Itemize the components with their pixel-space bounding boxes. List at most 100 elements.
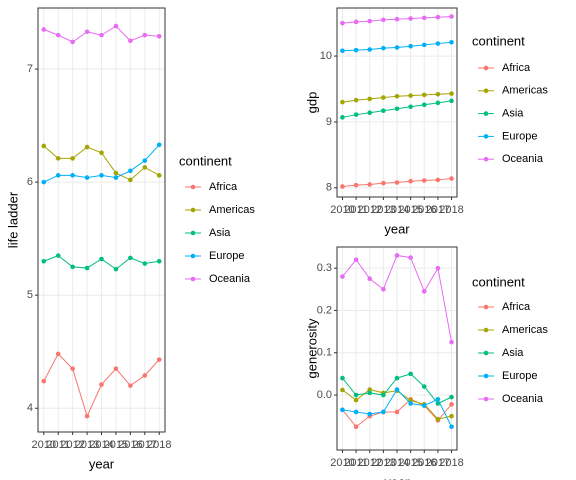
- point: [156, 142, 162, 148]
- point: [142, 165, 148, 170]
- point: [449, 14, 454, 19]
- point: [156, 33, 162, 39]
- legend-label: Americas: [209, 204, 255, 216]
- legend-title: continent: [472, 33, 525, 48]
- point: [70, 264, 75, 270]
- point: [113, 266, 119, 272]
- point: [381, 409, 386, 415]
- y-axis-label: life ladder: [5, 191, 20, 248]
- legend-key-point: [483, 65, 489, 71]
- legend-label: Africa: [209, 181, 238, 193]
- legend-key-point: [483, 111, 489, 116]
- point: [408, 16, 413, 21]
- point: [367, 276, 373, 282]
- point: [394, 253, 400, 258]
- x-tick-label: 2013: [75, 439, 99, 451]
- point: [340, 99, 345, 105]
- point: [421, 92, 427, 98]
- point: [113, 23, 119, 29]
- point: [449, 402, 454, 407]
- x-tick-label: 2011: [46, 439, 70, 451]
- y-tick-label: 7: [27, 63, 33, 75]
- x-tick-label: 2013: [371, 204, 395, 216]
- x-tick-label: 2015: [398, 204, 422, 216]
- point: [381, 95, 386, 100]
- point: [408, 104, 413, 110]
- point: [142, 261, 148, 266]
- point: [381, 286, 386, 292]
- x-tick-label: 2014: [385, 204, 409, 216]
- legend-key-point: [483, 134, 489, 139]
- point: [99, 382, 104, 387]
- legend-label: Africa: [502, 301, 531, 313]
- point: [99, 150, 104, 156]
- legend-label: Americas: [502, 324, 548, 336]
- point: [449, 176, 454, 181]
- panel: 0.0 0.1 0.2 0.3 2010201120122013201420152016…: [304, 246, 548, 480]
- point: [113, 175, 119, 180]
- point: [367, 110, 373, 116]
- point: [99, 256, 104, 262]
- point: [421, 289, 427, 294]
- point: [408, 93, 413, 98]
- x-tick-label: 2014: [89, 439, 113, 451]
- point: [353, 182, 359, 188]
- panel-border: [336, 7, 458, 198]
- y-tick-label: 4: [27, 402, 33, 414]
- point: [421, 102, 427, 108]
- legend-title: continent: [472, 274, 525, 289]
- legend-label: Oceania: [502, 153, 544, 165]
- x-tick-label: 2018: [147, 439, 171, 451]
- point: [84, 413, 90, 419]
- y-tick-label: 0.3: [317, 262, 332, 274]
- panel-border: [336, 246, 458, 451]
- x-tick-label: 2016: [118, 439, 142, 451]
- point: [353, 397, 359, 403]
- point: [367, 411, 373, 417]
- point: [353, 424, 359, 430]
- point: [128, 255, 133, 261]
- x-tick-label: 2012: [357, 204, 381, 216]
- point: [394, 409, 400, 415]
- legend-key-point: [483, 327, 489, 333]
- point: [113, 366, 119, 371]
- point: [142, 373, 148, 378]
- point: [340, 407, 345, 413]
- legend-key-point: [190, 253, 196, 259]
- legend-label: Oceania: [209, 273, 251, 285]
- point: [156, 357, 162, 362]
- point: [128, 177, 133, 183]
- y-axis-label: generosity: [304, 318, 319, 378]
- point: [408, 178, 413, 184]
- point: [41, 378, 47, 384]
- point: [41, 27, 47, 32]
- point: [113, 170, 119, 176]
- point: [55, 253, 61, 258]
- legend-label: Europe: [502, 370, 537, 382]
- point: [353, 19, 359, 25]
- x-tick-label: 2017: [426, 457, 450, 469]
- y-tick-label: 0.0: [317, 389, 332, 401]
- point: [394, 93, 400, 99]
- x-tick-label: 2010: [330, 457, 354, 469]
- point: [142, 32, 148, 38]
- x-tick-label: 2012: [60, 439, 84, 451]
- point: [435, 177, 441, 183]
- point: [394, 16, 400, 22]
- point: [353, 409, 359, 415]
- point: [367, 96, 373, 102]
- x-tick-label: 2010: [330, 204, 354, 216]
- legend-key-point: [190, 207, 196, 213]
- x-tick-label: 2012: [357, 457, 381, 469]
- point: [449, 339, 454, 345]
- legend-key-point: [483, 88, 489, 94]
- legend-key-point: [483, 156, 489, 162]
- point: [394, 106, 400, 112]
- point: [449, 424, 454, 430]
- point: [394, 180, 400, 185]
- point: [55, 351, 61, 357]
- point: [340, 375, 345, 381]
- legend-label: Europe: [502, 130, 537, 142]
- point: [128, 168, 133, 174]
